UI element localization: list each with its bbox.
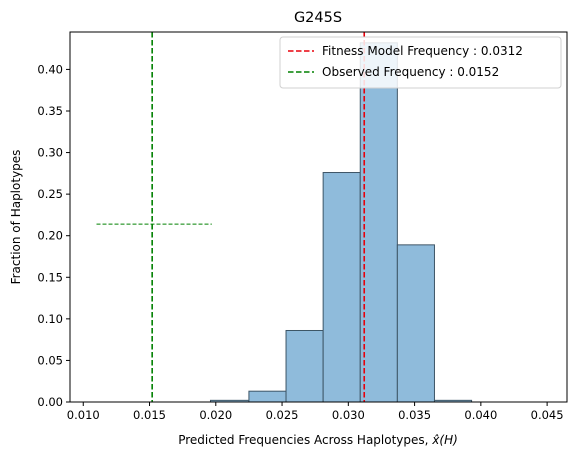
x-axis: 0.010 0.015 0.020 0.025 0.030 0.035 0.040 0.045 xyxy=(67,402,564,422)
y-tick-label: 0.05 xyxy=(37,353,63,367)
x-tick-label: 0.035 xyxy=(398,408,431,422)
y-tick-label: 0.10 xyxy=(37,312,63,326)
y-axis-label: Fraction of Haplotypes xyxy=(9,150,23,285)
legend-box xyxy=(279,36,562,89)
legend-label-observed: Observed Frequency : 0.0152 xyxy=(322,65,499,79)
x-tick-label: 0.010 xyxy=(67,408,100,422)
legend: Fitness Model Frequency : 0.0312 Observe… xyxy=(279,36,562,89)
x-tick-label: 0.045 xyxy=(531,408,564,422)
x-tick-label: 0.015 xyxy=(133,408,166,422)
histogram-bar-5 xyxy=(396,244,435,403)
x-tick-label: 0.040 xyxy=(464,408,497,422)
y-axis: 0.00 0.05 0.10 0.15 0.20 0.25 0.30 0.35 0.40 xyxy=(37,62,70,409)
y-tick-label: 0.00 xyxy=(37,395,63,409)
y-tick-label: 0.15 xyxy=(37,270,63,284)
x-tick-label: 0.030 xyxy=(332,408,365,422)
chart-title: G245S xyxy=(294,10,342,26)
x-tick-label: 0.020 xyxy=(199,408,232,422)
legend-label-fitness-model: Fitness Model Frequency : 0.0312 xyxy=(322,44,523,58)
reference-lines-layer xyxy=(96,32,366,402)
histogram-bar-4 xyxy=(359,42,398,403)
y-tick-label: 0.30 xyxy=(37,146,63,160)
y-tick-label: 0.20 xyxy=(37,229,63,243)
y-tick-label: 0.40 xyxy=(37,62,63,76)
y-tick-label: 0.35 xyxy=(37,104,63,118)
x-tick-label: 0.025 xyxy=(266,408,299,422)
y-tick-label: 0.25 xyxy=(37,187,63,201)
bars-layer xyxy=(209,42,473,403)
histogram-bar-1 xyxy=(248,390,287,403)
plot-area-frame xyxy=(69,31,568,403)
x-axis-label: Predicted Frequencies Across Haplotypes,… xyxy=(178,433,458,447)
histogram-bar-2 xyxy=(285,329,324,403)
histogram-bar-3 xyxy=(322,172,361,403)
